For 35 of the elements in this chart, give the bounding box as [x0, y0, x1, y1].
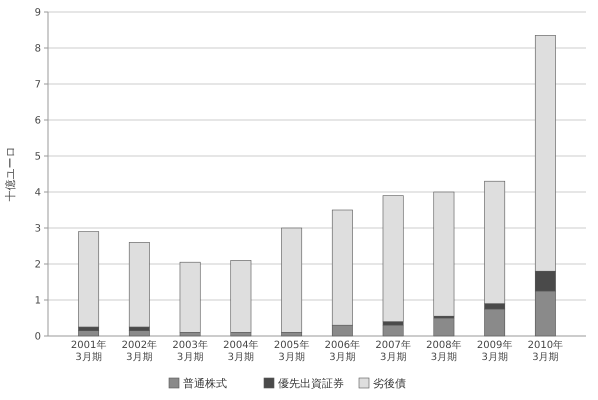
- bar: [281, 228, 302, 333]
- legend-label: 普通株式: [183, 377, 227, 390]
- x-tick-label: 2010年3月期: [526, 340, 564, 364]
- x-tick-label: 2004年3月期: [222, 340, 260, 364]
- bar: [180, 262, 201, 333]
- x-tick-label: 2006年3月期: [324, 340, 362, 364]
- y-tick-label: 9: [34, 8, 41, 18]
- x-tick-label: 2001年3月期: [70, 340, 108, 364]
- y-tick-label: 6: [34, 116, 41, 126]
- bar: [230, 260, 252, 333]
- bar: [78, 231, 100, 328]
- bar: [382, 195, 404, 322]
- bar: [433, 192, 454, 316]
- y-tick-label: 4: [34, 188, 41, 198]
- y-tick-label: 3: [34, 224, 41, 234]
- bar: [382, 324, 404, 336]
- bar: [128, 330, 150, 336]
- x-tick-label: 2003年3月期: [171, 340, 209, 364]
- y-tick-label: 7: [34, 80, 41, 90]
- x-tick-label: 2005年3月期: [272, 340, 310, 364]
- y-tick-label: 5: [34, 152, 41, 162]
- y-tick-label: 8: [34, 44, 41, 54]
- legend-label: 劣後債: [373, 377, 406, 390]
- y-axis-title: 十億ユーロ: [4, 146, 17, 202]
- bar: [433, 318, 454, 336]
- legend-label: 優先出資証券: [278, 377, 344, 390]
- x-tick-label: 2009年3月期: [476, 340, 514, 364]
- bar: [78, 330, 100, 336]
- x-tick-label: 2002年3月期: [120, 340, 158, 364]
- bar: [128, 242, 150, 328]
- x-tick-label: 2008年3月期: [425, 340, 463, 364]
- y-tick-label: 2: [34, 260, 41, 270]
- y-tick-label: 1: [34, 296, 41, 306]
- x-tick-label: 2007年3月期: [374, 340, 412, 364]
- y-tick-label: 0: [34, 332, 41, 342]
